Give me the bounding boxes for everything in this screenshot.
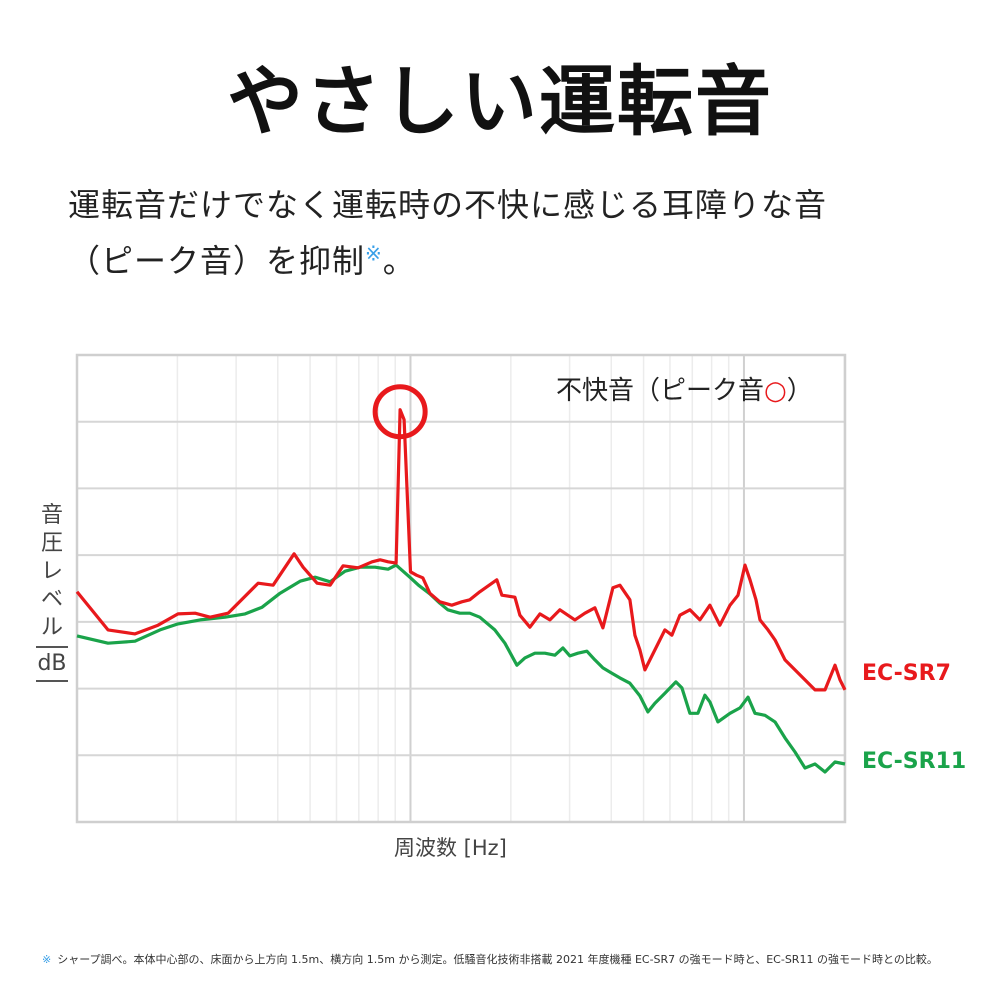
subtitle-end: 。 <box>382 242 416 280</box>
y-label-unit: dB <box>36 646 68 682</box>
series-line-ec-sr11 <box>76 563 846 774</box>
subtitle-text: （ピーク音）を抑制 <box>68 242 366 280</box>
note-mark: ※ <box>365 241 383 266</box>
peak-annotation-text: 不快音（ピーク音 <box>556 376 765 406</box>
footnote-mark: ※ <box>42 953 52 966</box>
legend-ec-sr11: EC-SR11 <box>862 749 967 774</box>
y-label-char: ベ <box>40 587 63 612</box>
grid <box>75 353 847 824</box>
y-axis-label: 音 圧 レ ベ ル dB <box>36 502 68 682</box>
plot-frame <box>75 353 847 824</box>
series-lines <box>75 408 847 774</box>
peak-annotation-close: ） <box>786 376 813 406</box>
footnote: ※ シャープ調べ。本体中心部の、床面から上方向 1.5m、横方向 1.5m から測… <box>42 951 938 967</box>
circle-symbol: ○ <box>764 376 787 406</box>
x-axis-label: 周波数 [Hz] <box>394 836 507 860</box>
subtitle-line-1: 運転音だけでなく運転時の不快に感じる耳障りな音 <box>68 186 828 224</box>
peak-annotation-circle <box>372 384 428 440</box>
y-label-char: 圧 <box>40 531 63 556</box>
series-line-ec-sr7 <box>75 408 847 692</box>
peak-annotation-label: 不快音（ピーク音○） <box>556 370 813 407</box>
subtitle-line-2: （ピーク音）を抑制※。 <box>68 236 416 282</box>
y-label-char: ル <box>40 615 63 640</box>
page-title: やさしい運転音 <box>227 57 773 146</box>
footnote-text: シャープ調べ。本体中心部の、床面から上方向 1.5m、横方向 1.5m から測定… <box>57 953 938 966</box>
y-label-char: レ <box>40 559 63 584</box>
y-label-char: 音 <box>40 503 63 528</box>
legend-ec-sr7: EC-SR7 <box>862 661 951 686</box>
